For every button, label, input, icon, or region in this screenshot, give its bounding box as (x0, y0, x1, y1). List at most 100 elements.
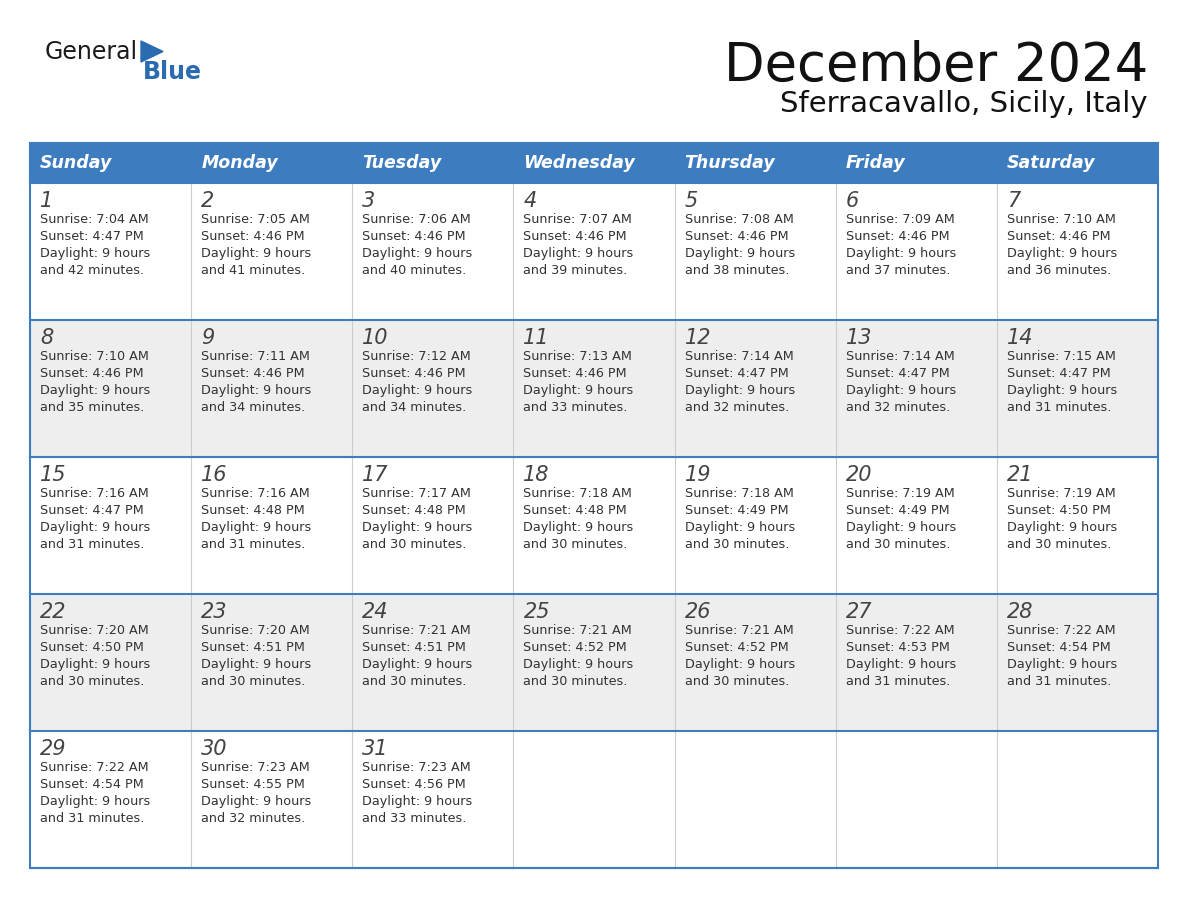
Text: Sunrise: 7:22 AM: Sunrise: 7:22 AM (1007, 624, 1116, 637)
Text: Sunset: 4:46 PM: Sunset: 4:46 PM (201, 230, 305, 243)
Text: and 30 minutes.: and 30 minutes. (684, 675, 789, 688)
Text: and 38 minutes.: and 38 minutes. (684, 264, 789, 277)
Text: Sunrise: 7:19 AM: Sunrise: 7:19 AM (846, 487, 954, 500)
Text: 31: 31 (362, 739, 388, 759)
Text: Sunrise: 7:16 AM: Sunrise: 7:16 AM (40, 487, 148, 500)
Text: Daylight: 9 hours: Daylight: 9 hours (684, 521, 795, 534)
Text: Monday: Monday (201, 154, 278, 172)
Text: General: General (45, 40, 138, 64)
Text: Daylight: 9 hours: Daylight: 9 hours (524, 384, 633, 397)
Text: Sunset: 4:48 PM: Sunset: 4:48 PM (362, 504, 466, 517)
Text: 20: 20 (846, 465, 872, 485)
Bar (30, 731, 1158, 868)
Text: 29: 29 (40, 739, 67, 759)
Text: Sunrise: 7:22 AM: Sunrise: 7:22 AM (846, 624, 954, 637)
Text: and 31 minutes.: and 31 minutes. (40, 812, 145, 825)
Text: Sunset: 4:49 PM: Sunset: 4:49 PM (846, 504, 949, 517)
Text: and 30 minutes.: and 30 minutes. (846, 538, 950, 551)
Text: Sunset: 4:51 PM: Sunset: 4:51 PM (201, 641, 305, 654)
Text: 24: 24 (362, 602, 388, 622)
Text: Sunset: 4:52 PM: Sunset: 4:52 PM (684, 641, 789, 654)
Text: Daylight: 9 hours: Daylight: 9 hours (40, 795, 150, 808)
Text: Sunset: 4:48 PM: Sunset: 4:48 PM (201, 504, 305, 517)
Text: Saturday: Saturday (1007, 154, 1095, 172)
Text: Sunrise: 7:16 AM: Sunrise: 7:16 AM (201, 487, 310, 500)
Text: and 34 minutes.: and 34 minutes. (201, 401, 305, 414)
Bar (30, 457, 1158, 594)
Text: Sunrise: 7:14 AM: Sunrise: 7:14 AM (846, 350, 954, 363)
Text: and 32 minutes.: and 32 minutes. (684, 401, 789, 414)
Text: Daylight: 9 hours: Daylight: 9 hours (40, 384, 150, 397)
Text: 2: 2 (201, 191, 214, 211)
Text: Sunset: 4:56 PM: Sunset: 4:56 PM (362, 778, 466, 791)
Text: Sunrise: 7:04 AM: Sunrise: 7:04 AM (40, 213, 148, 226)
Text: Daylight: 9 hours: Daylight: 9 hours (524, 658, 633, 671)
Text: Friday: Friday (846, 154, 905, 172)
Text: and 33 minutes.: and 33 minutes. (362, 812, 467, 825)
Text: Sunrise: 7:19 AM: Sunrise: 7:19 AM (1007, 487, 1116, 500)
Text: Sunset: 4:46 PM: Sunset: 4:46 PM (201, 367, 305, 380)
Text: Sunset: 4:47 PM: Sunset: 4:47 PM (40, 504, 144, 517)
Text: Sunrise: 7:15 AM: Sunrise: 7:15 AM (1007, 350, 1116, 363)
Text: Sunrise: 7:10 AM: Sunrise: 7:10 AM (1007, 213, 1116, 226)
Text: Sunset: 4:47 PM: Sunset: 4:47 PM (40, 230, 144, 243)
Text: Sunrise: 7:21 AM: Sunrise: 7:21 AM (684, 624, 794, 637)
Text: and 30 minutes.: and 30 minutes. (524, 538, 627, 551)
Text: and 31 minutes.: and 31 minutes. (846, 675, 950, 688)
Text: Sunrise: 7:10 AM: Sunrise: 7:10 AM (40, 350, 148, 363)
Text: Sunset: 4:50 PM: Sunset: 4:50 PM (1007, 504, 1111, 517)
Text: Sunrise: 7:22 AM: Sunrise: 7:22 AM (40, 761, 148, 774)
Text: 26: 26 (684, 602, 712, 622)
Text: Tuesday: Tuesday (362, 154, 442, 172)
Text: Sunrise: 7:18 AM: Sunrise: 7:18 AM (524, 487, 632, 500)
Text: Sunrise: 7:21 AM: Sunrise: 7:21 AM (524, 624, 632, 637)
Text: Daylight: 9 hours: Daylight: 9 hours (201, 795, 311, 808)
Text: 23: 23 (201, 602, 228, 622)
Text: Sunset: 4:47 PM: Sunset: 4:47 PM (1007, 367, 1111, 380)
Text: Blue: Blue (143, 60, 202, 84)
Text: and 31 minutes.: and 31 minutes. (1007, 675, 1111, 688)
Text: Daylight: 9 hours: Daylight: 9 hours (1007, 521, 1117, 534)
Text: Sunset: 4:46 PM: Sunset: 4:46 PM (524, 230, 627, 243)
Text: Sunrise: 7:13 AM: Sunrise: 7:13 AM (524, 350, 632, 363)
Text: Sunrise: 7:11 AM: Sunrise: 7:11 AM (201, 350, 310, 363)
Text: and 30 minutes.: and 30 minutes. (524, 675, 627, 688)
Text: 25: 25 (524, 602, 550, 622)
Text: Daylight: 9 hours: Daylight: 9 hours (684, 247, 795, 260)
Text: 21: 21 (1007, 465, 1034, 485)
Text: Sunset: 4:46 PM: Sunset: 4:46 PM (362, 367, 466, 380)
Text: 6: 6 (846, 191, 859, 211)
Text: and 32 minutes.: and 32 minutes. (201, 812, 305, 825)
Text: 9: 9 (201, 328, 214, 348)
Text: Sunday: Sunday (40, 154, 113, 172)
Bar (30, 143, 1158, 183)
Text: and 39 minutes.: and 39 minutes. (524, 264, 627, 277)
Text: and 30 minutes.: and 30 minutes. (201, 675, 305, 688)
Text: Sunrise: 7:14 AM: Sunrise: 7:14 AM (684, 350, 794, 363)
Text: Daylight: 9 hours: Daylight: 9 hours (684, 384, 795, 397)
Text: and 35 minutes.: and 35 minutes. (40, 401, 145, 414)
Text: Sunset: 4:54 PM: Sunset: 4:54 PM (40, 778, 144, 791)
Text: 5: 5 (684, 191, 697, 211)
Text: Sunset: 4:46 PM: Sunset: 4:46 PM (846, 230, 949, 243)
Text: and 30 minutes.: and 30 minutes. (362, 675, 467, 688)
Text: Sunset: 4:51 PM: Sunset: 4:51 PM (362, 641, 466, 654)
Text: and 41 minutes.: and 41 minutes. (201, 264, 305, 277)
Text: Daylight: 9 hours: Daylight: 9 hours (201, 247, 311, 260)
Text: Sunset: 4:47 PM: Sunset: 4:47 PM (846, 367, 949, 380)
Text: and 42 minutes.: and 42 minutes. (40, 264, 144, 277)
Text: and 31 minutes.: and 31 minutes. (40, 538, 145, 551)
Text: Sunset: 4:55 PM: Sunset: 4:55 PM (201, 778, 305, 791)
Text: Sunset: 4:49 PM: Sunset: 4:49 PM (684, 504, 788, 517)
Text: Sunset: 4:46 PM: Sunset: 4:46 PM (1007, 230, 1111, 243)
Text: 27: 27 (846, 602, 872, 622)
Text: 3: 3 (362, 191, 375, 211)
Text: Daylight: 9 hours: Daylight: 9 hours (40, 521, 150, 534)
Text: Daylight: 9 hours: Daylight: 9 hours (684, 658, 795, 671)
Text: 17: 17 (362, 465, 388, 485)
Text: 13: 13 (846, 328, 872, 348)
Text: Daylight: 9 hours: Daylight: 9 hours (362, 247, 473, 260)
Bar (30, 594, 1158, 731)
Text: and 36 minutes.: and 36 minutes. (1007, 264, 1111, 277)
Text: Sunrise: 7:05 AM: Sunrise: 7:05 AM (201, 213, 310, 226)
